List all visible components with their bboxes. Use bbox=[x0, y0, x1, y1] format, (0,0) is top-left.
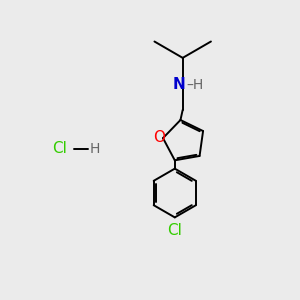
Text: –H: –H bbox=[187, 78, 204, 92]
Text: Cl: Cl bbox=[52, 141, 67, 156]
Text: O: O bbox=[153, 130, 165, 145]
Text: N: N bbox=[172, 77, 185, 92]
Text: Cl: Cl bbox=[167, 223, 182, 238]
Text: H: H bbox=[90, 142, 100, 155]
